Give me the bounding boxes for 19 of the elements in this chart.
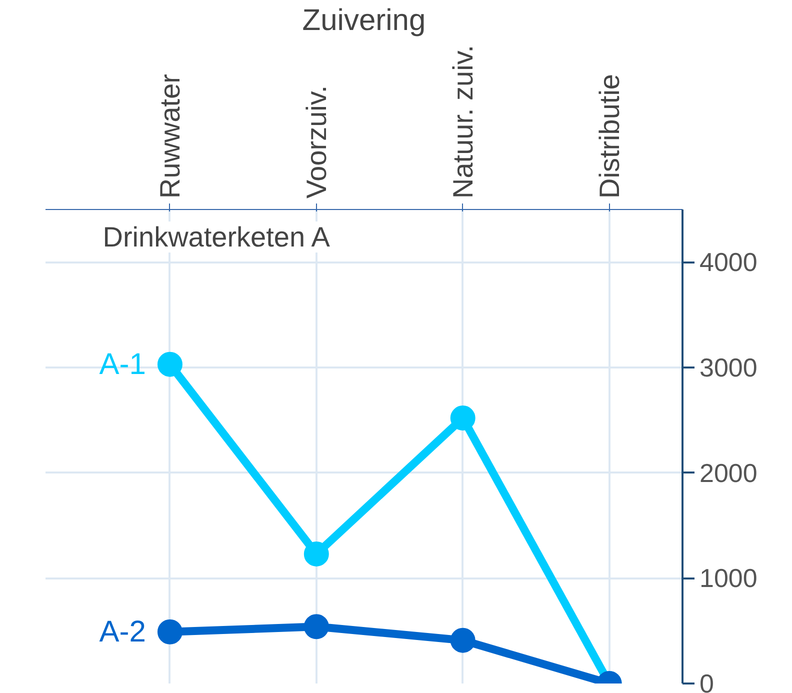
point [450,628,476,653]
point [450,406,476,431]
point [304,614,329,640]
series-label: A-1 [99,348,146,381]
series-label: A-2 [99,615,146,648]
y-tick-label: 3000 [700,352,758,382]
x-tick-label: Distributie [594,74,625,198]
point [304,541,329,566]
x-tick-label: Natuur. zuiv. [447,44,478,198]
x-tick-label: Ruwwater [154,74,186,198]
y-tick-label: 4000 [700,247,758,278]
y-tick-label: 0 [700,668,714,693]
point [157,619,182,644]
y-tick-label: 1000 [700,563,758,594]
y-tick-label: 2000 [700,458,758,488]
chart-title: Drinkwaterketen A [102,222,330,252]
x-axis-title: Zuivering [302,4,426,37]
point [157,352,182,377]
x-tick-label: Voorzuiv. [300,85,332,198]
